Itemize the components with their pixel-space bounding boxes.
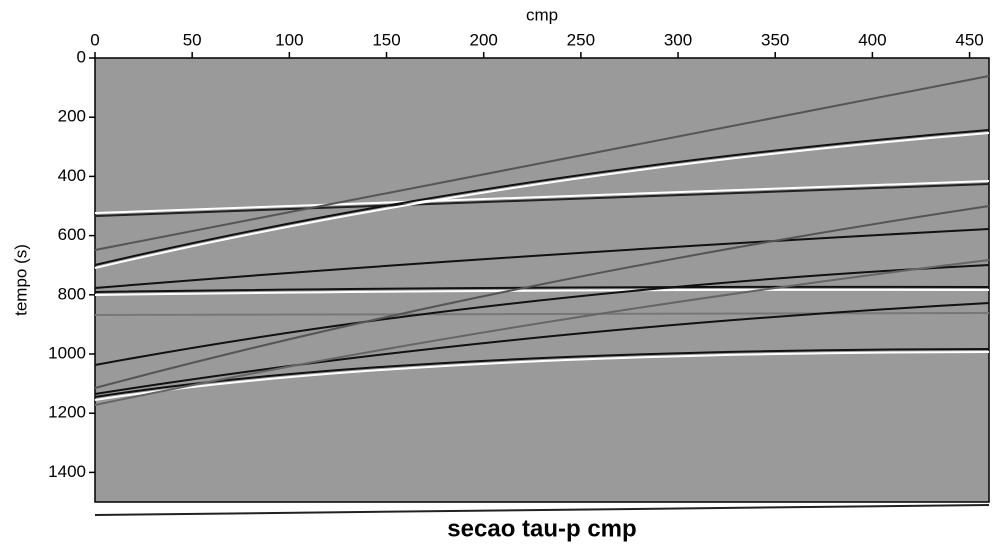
event (94, 183, 990, 217)
x-axis-label: cmp (526, 5, 558, 24)
x-tick-label: 350 (761, 30, 789, 49)
x-tick-label: 0 (90, 30, 99, 49)
event (94, 129, 990, 266)
y-tick-label: 600 (58, 225, 86, 244)
event (94, 180, 990, 214)
y-tick-label: 400 (58, 166, 86, 185)
event (94, 351, 990, 401)
y-tick-label: 0 (77, 47, 86, 66)
x-tick-label: 400 (858, 30, 886, 49)
y-tick-label: 1400 (48, 462, 86, 481)
x-tick-label: 50 (183, 30, 202, 49)
seismic-events (94, 75, 990, 516)
x-tick-label: 150 (372, 30, 400, 49)
event (94, 205, 990, 389)
chart-title: secao tau-p cmp (447, 515, 636, 542)
event (94, 504, 990, 516)
x-tick-label: 200 (470, 30, 498, 49)
plot-area (94, 57, 990, 503)
x-tick-label: 100 (275, 30, 303, 49)
y-tick-label: 1200 (48, 403, 86, 422)
event (94, 259, 990, 406)
event (94, 348, 990, 398)
x-tick-label: 250 (567, 30, 595, 49)
x-tick-label: 450 (955, 30, 983, 49)
y-axis-label: tempo (s) (11, 244, 30, 316)
event (94, 302, 990, 395)
event (94, 264, 990, 366)
event (94, 75, 990, 251)
x-tick-label: 300 (664, 30, 692, 49)
event (94, 288, 990, 296)
event (94, 132, 990, 269)
event (94, 228, 990, 289)
event (94, 312, 990, 316)
y-tick-label: 800 (58, 284, 86, 303)
y-tick-label: 200 (58, 107, 86, 126)
y-tick-label: 1000 (48, 343, 86, 362)
